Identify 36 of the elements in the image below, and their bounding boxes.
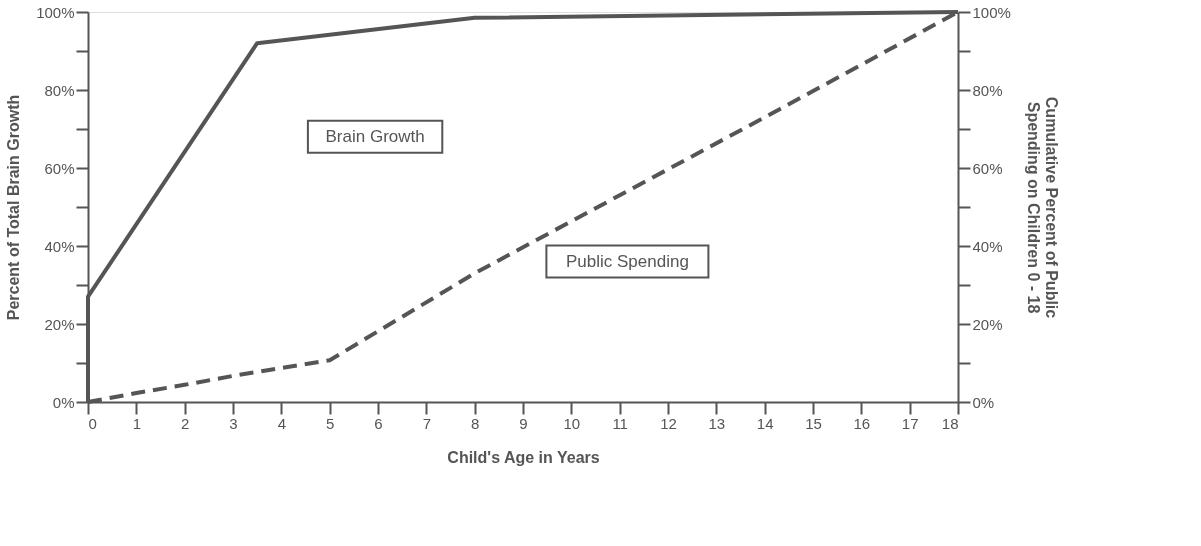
x-tick-label: 3: [229, 414, 238, 432]
x-tick-label: 12: [660, 414, 677, 432]
y-tick-label: 80%: [44, 81, 75, 99]
text: Brain Growth: [325, 126, 425, 146]
x-tick-label: 9: [519, 414, 528, 432]
x-tick-label: 6: [374, 414, 383, 432]
y-tick-label: 40%: [44, 237, 75, 255]
y-tick-label: 60%: [44, 159, 75, 177]
y2-tick-label: 0%: [972, 393, 995, 411]
y2-tick-label: 80%: [972, 81, 1003, 99]
x-tick-label: 1: [132, 414, 142, 432]
x-tick-label: 5: [325, 414, 335, 432]
y2-tick-label: 20%: [972, 315, 1003, 333]
y2-tick-label: 40%: [972, 237, 1003, 255]
x-tick-label: 8: [470, 414, 480, 432]
y-axis-title: Percent of Total Brain Growth: [5, 94, 23, 321]
x-tick-label: 11: [612, 414, 628, 432]
series-label: Public Spending: [565, 251, 689, 271]
y2-tick-label: 60%: [972, 159, 1003, 177]
y-tick-label: 20%: [44, 315, 75, 333]
x-tick-label: 17: [901, 414, 919, 432]
x-tick-label: 4: [277, 414, 287, 432]
y2-axis-title: Cumulative Percent of Public Spending on Children 0 - 18: [1024, 96, 1060, 319]
y-tick-label: 0%: [52, 393, 75, 411]
x-tick-label: 0: [88, 414, 97, 432]
x-tick-label: 10: [563, 414, 581, 432]
x-tick-label: 2: [180, 414, 190, 432]
x-tick-label: 15: [805, 414, 822, 432]
y-tick-label: 100%: [36, 3, 75, 21]
x-tick-label: 16: [853, 414, 871, 432]
y2-tick-label: 100%: [972, 3, 1011, 21]
x-axis-title: Child's Age in Years: [447, 448, 600, 466]
x-tick-label: 7: [422, 414, 432, 432]
x-tick-label: 18: [941, 414, 959, 432]
x-tick-label: 14: [756, 414, 774, 432]
x-tick-label: 13: [708, 414, 726, 432]
